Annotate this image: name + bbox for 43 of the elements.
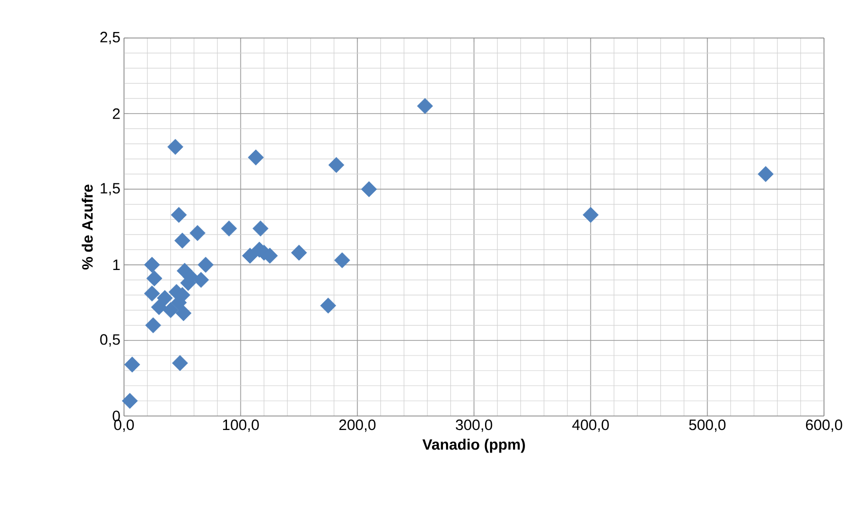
point (328, 157, 344, 173)
point (361, 181, 377, 198)
y-tick-label: 0,5 (100, 334, 120, 347)
point (320, 298, 336, 314)
point (151, 299, 167, 316)
x-tick-label: 0,0 (114, 420, 134, 432)
point (144, 256, 160, 273)
x-tick-label: 100,0 (223, 420, 259, 432)
point (758, 166, 774, 182)
point (582, 206, 599, 223)
y-tick-label: 2,5 (100, 32, 120, 44)
x-tick-label: 400,0 (572, 420, 609, 432)
x-tick-label: 300,0 (456, 420, 492, 432)
point (170, 206, 187, 223)
x-axis-title: Vanadio (ppm) (422, 438, 525, 453)
point (146, 270, 162, 286)
x-tick-label: 500,0 (689, 420, 726, 432)
x-tick-label: 600,0 (806, 420, 842, 432)
point (198, 256, 214, 273)
y-tick-label: 1,5 (100, 183, 120, 196)
point (144, 286, 160, 302)
point (162, 302, 179, 318)
point (145, 317, 162, 334)
point (172, 355, 188, 372)
point (193, 272, 209, 288)
point (417, 98, 433, 114)
point (176, 305, 192, 322)
point (174, 232, 190, 249)
point (334, 252, 350, 268)
y-tick-label: 1 (113, 260, 120, 270)
point (291, 244, 307, 261)
point (242, 248, 258, 264)
point (124, 356, 140, 373)
point (156, 290, 173, 306)
point (252, 220, 268, 236)
y-tick-label: 2 (112, 108, 120, 119)
point (248, 149, 264, 166)
point (190, 225, 206, 242)
x-tick-label: 200,0 (339, 420, 376, 432)
point (122, 392, 138, 409)
y-axis-title: % de Azufre (82, 184, 93, 270)
point (167, 138, 184, 155)
point (221, 220, 237, 236)
